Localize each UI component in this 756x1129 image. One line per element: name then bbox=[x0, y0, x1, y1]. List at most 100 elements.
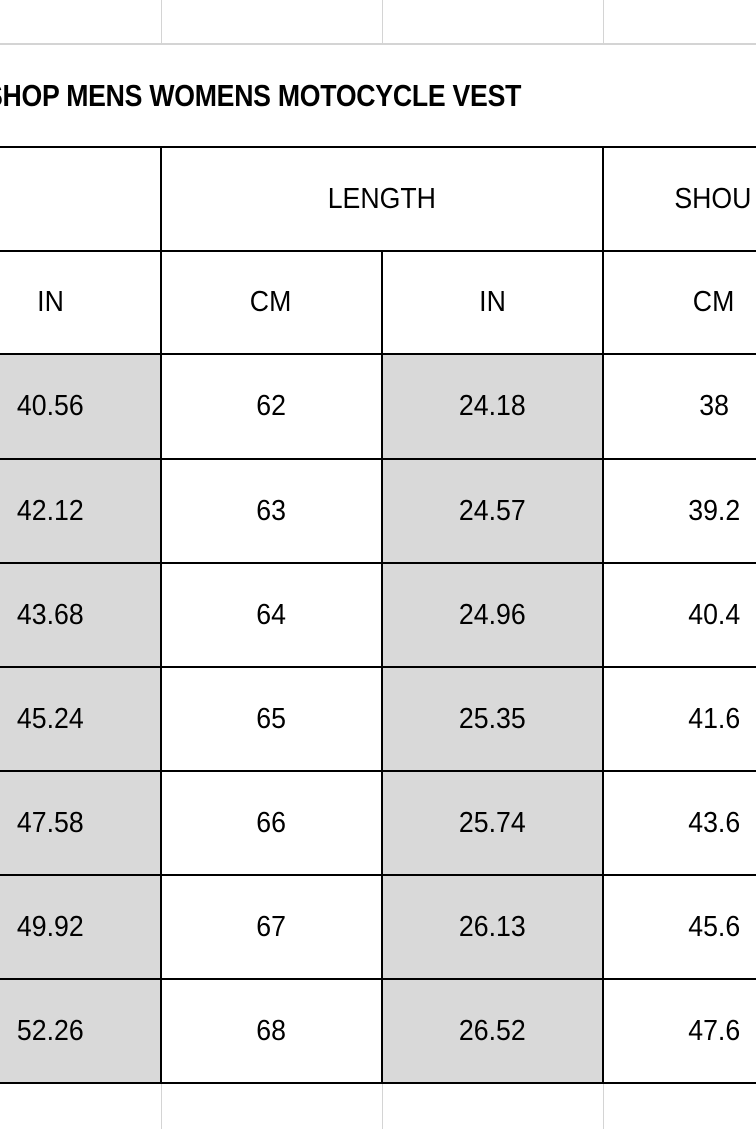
border-line bbox=[381, 251, 383, 1084]
border-line bbox=[0, 1082, 756, 1084]
table-cell[interactable]: 42.12 bbox=[0, 459, 160, 563]
table-cell-text: 40.56 bbox=[16, 390, 84, 422]
shaded-cell bbox=[383, 875, 603, 979]
table-cell[interactable]: 65 bbox=[161, 667, 381, 771]
table-cell[interactable]: 26.52 bbox=[382, 979, 602, 1083]
border-line bbox=[0, 250, 756, 252]
gridline bbox=[382, 0, 383, 43]
unit-header-text: CM bbox=[693, 286, 735, 318]
table-cell[interactable]: 25.74 bbox=[382, 771, 602, 875]
table-cell[interactable]: 43.68 bbox=[0, 563, 160, 667]
table-cell-text: 65 bbox=[256, 702, 286, 735]
table-cell-text: 43.68 bbox=[16, 598, 84, 631]
unit-header[interactable]: IN bbox=[0, 251, 160, 354]
border-line bbox=[0, 770, 756, 772]
unit-header[interactable]: CM bbox=[604, 251, 756, 354]
border-line bbox=[0, 874, 756, 876]
table-cell-text: 24.57 bbox=[458, 494, 526, 527]
border-line bbox=[0, 978, 756, 980]
shaded-cell bbox=[383, 771, 603, 875]
table-cell[interactable]: 25.35 bbox=[382, 667, 602, 771]
shaded-cell bbox=[383, 354, 603, 459]
table-cell[interactable]: 47.6 bbox=[604, 979, 756, 1083]
table-cell-text: 43.6 bbox=[688, 806, 740, 839]
gridline bbox=[0, 43, 756, 45]
shaded-cell bbox=[0, 771, 161, 875]
table-cell[interactable]: 45.6 bbox=[604, 875, 756, 979]
table-cell[interactable]: 66 bbox=[161, 771, 381, 875]
table-cell[interactable]: 67 bbox=[161, 875, 381, 979]
header-length[interactable]: LENGTH bbox=[161, 147, 603, 251]
table-cell[interactable]: 40.4 bbox=[604, 563, 756, 667]
table-cell[interactable]: 64 bbox=[161, 563, 381, 667]
table-cell-text: 67 bbox=[256, 910, 286, 943]
header-shoulder[interactable]: SHOU bbox=[603, 147, 756, 251]
table-cell[interactable]: 52.26 bbox=[0, 979, 160, 1083]
shaded-cell bbox=[383, 563, 603, 667]
table-cell[interactable]: 39.2 bbox=[604, 459, 756, 563]
table-cell-text: 68 bbox=[256, 1014, 286, 1047]
gridline bbox=[603, 0, 604, 43]
shaded-cell bbox=[0, 354, 161, 459]
shaded-cell bbox=[383, 667, 603, 771]
table-cell[interactable]: 62 bbox=[161, 354, 381, 459]
table-cell-text: 45.24 bbox=[16, 702, 84, 735]
table-cell-text: 38 bbox=[699, 390, 729, 422]
table-cell[interactable]: 68 bbox=[161, 979, 381, 1083]
table-cell-text: 24.96 bbox=[458, 598, 526, 631]
table-title: SHOP MENS WOMENS MOTOCYCLE VEST bbox=[0, 78, 522, 113]
header-length-text: LENGTH bbox=[327, 182, 437, 215]
border-line bbox=[0, 562, 756, 564]
shaded-cell bbox=[0, 563, 161, 667]
shaded-cell bbox=[0, 667, 161, 771]
table-cell-text: 42.12 bbox=[16, 494, 84, 527]
table-cell[interactable]: 45.24 bbox=[0, 667, 160, 771]
table-cell[interactable]: 40.56 bbox=[0, 354, 160, 459]
gridline bbox=[161, 0, 162, 43]
border-line bbox=[0, 458, 756, 460]
unit-header-text: IN bbox=[36, 286, 64, 318]
shaded-cell bbox=[0, 459, 161, 563]
table-cell-text: 47.58 bbox=[16, 806, 84, 839]
table-cell[interactable]: 24.96 bbox=[382, 563, 602, 667]
gridline bbox=[382, 1084, 383, 1129]
unit-header-text: IN bbox=[478, 286, 506, 318]
table-cell-text: 49.92 bbox=[16, 910, 84, 943]
border-line bbox=[0, 353, 756, 355]
gridline bbox=[603, 1084, 604, 1129]
table-cell-text: 39.2 bbox=[688, 494, 740, 527]
table-cell-text: 24.18 bbox=[458, 390, 526, 422]
table-cell[interactable]: 41.6 bbox=[604, 667, 756, 771]
table-cell-text: 66 bbox=[256, 806, 286, 839]
border-line bbox=[602, 147, 604, 1084]
border-line bbox=[160, 147, 162, 1084]
table-cell-text: 47.6 bbox=[688, 1014, 740, 1047]
unit-header-text: CM bbox=[250, 286, 292, 318]
header-shoulder-text: SHOU bbox=[674, 182, 752, 215]
table-cell[interactable]: 49.92 bbox=[0, 875, 160, 979]
gridline bbox=[161, 1084, 162, 1129]
table-cell-text: 26.13 bbox=[458, 910, 526, 943]
shaded-cell bbox=[0, 875, 161, 979]
table-cell-text: 62 bbox=[256, 390, 286, 422]
unit-header[interactable]: IN bbox=[382, 251, 602, 354]
table-cell-text: 25.35 bbox=[458, 702, 526, 735]
table-cell-text: 63 bbox=[256, 494, 286, 527]
table-cell[interactable]: 47.58 bbox=[0, 771, 160, 875]
table-cell-text: 64 bbox=[256, 598, 286, 631]
table-cell[interactable]: 38 bbox=[604, 354, 756, 459]
table-cell[interactable]: 63 bbox=[161, 459, 381, 563]
shaded-cell bbox=[383, 459, 603, 563]
table-cell[interactable]: 24.57 bbox=[382, 459, 602, 563]
table-cell-text: 52.26 bbox=[16, 1014, 84, 1047]
table-cell-text: 40.4 bbox=[688, 598, 740, 631]
shaded-cell bbox=[0, 979, 161, 1083]
table-cell[interactable]: 43.6 bbox=[604, 771, 756, 875]
table-cell-text: 25.74 bbox=[458, 806, 526, 839]
table-cell-text: 45.6 bbox=[688, 910, 740, 943]
table-cell[interactable]: 24.18 bbox=[382, 354, 602, 459]
border-line bbox=[0, 146, 756, 148]
table-cell[interactable]: 26.13 bbox=[382, 875, 602, 979]
shaded-cell bbox=[383, 979, 603, 1083]
unit-header[interactable]: CM bbox=[161, 251, 381, 354]
